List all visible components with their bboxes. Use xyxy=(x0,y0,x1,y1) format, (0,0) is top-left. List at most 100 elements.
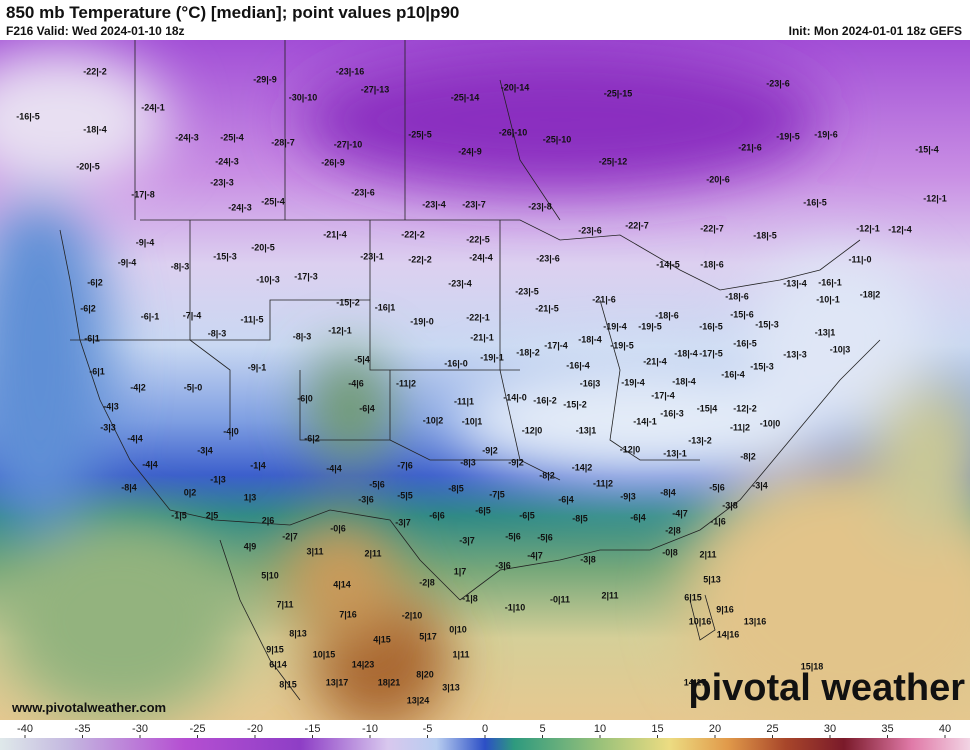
point-value: -13|1 xyxy=(576,425,597,435)
point-value: -15|-4 xyxy=(915,144,939,154)
point-value: -23|-6 xyxy=(536,253,560,263)
point-value: -3|6 xyxy=(495,560,511,570)
point-value: 1|7 xyxy=(454,566,467,576)
point-value: -6|2 xyxy=(87,277,103,287)
title: 850 mb Temperature (°C) [median]; point … xyxy=(6,3,460,22)
colorbar-tick-label: -30 xyxy=(132,723,148,735)
point-value: -21|-4 xyxy=(323,229,347,239)
point-value: -16|-2 xyxy=(533,395,557,405)
point-value: -1|5 xyxy=(171,510,187,520)
point-value: -3|4 xyxy=(752,480,768,490)
point-value: -1|3 xyxy=(210,474,226,484)
point-value: 9|15 xyxy=(266,644,284,654)
point-value: -22|-1 xyxy=(466,312,490,322)
point-value: -13|-2 xyxy=(688,435,712,445)
point-value: -2|8 xyxy=(419,577,435,587)
point-value: -23|-16 xyxy=(336,66,365,76)
point-value: -13|1 xyxy=(815,327,836,337)
point-value: -25|-4 xyxy=(261,196,285,206)
point-value: -4|4 xyxy=(127,433,143,443)
point-value: -8|-3 xyxy=(208,328,227,338)
point-value: -0|6 xyxy=(330,523,346,533)
point-value: 8|20 xyxy=(416,669,434,679)
point-value: 4|14 xyxy=(333,579,351,589)
point-value: -18|-6 xyxy=(725,291,749,301)
point-value: -19|-0 xyxy=(410,316,434,326)
point-value: -25|-14 xyxy=(451,92,480,102)
point-value: -18|-6 xyxy=(700,259,724,269)
point-value: -5|4 xyxy=(354,354,370,364)
point-value: 8|15 xyxy=(279,679,297,689)
point-value: -5|6 xyxy=(505,531,521,541)
point-value: -1|10 xyxy=(505,602,526,612)
point-value: -16|-3 xyxy=(660,408,684,418)
point-value: -12|-1 xyxy=(923,193,947,203)
colorbar-tick-label: 25 xyxy=(766,723,778,735)
border xyxy=(499,79,561,221)
point-value: -23|-4 xyxy=(448,278,472,288)
border xyxy=(599,299,700,461)
point-value: -16|-1 xyxy=(818,277,842,287)
point-value: -25|-15 xyxy=(604,88,633,98)
point-value: -19|-6 xyxy=(814,129,838,139)
point-value: -5|6 xyxy=(369,479,385,489)
border xyxy=(70,299,520,371)
point-value: -6|0 xyxy=(297,393,313,403)
point-value: -5|5 xyxy=(397,490,413,500)
point-value: -23|-1 xyxy=(360,251,384,261)
point-value: 3|11 xyxy=(306,546,323,556)
point-value: -16|-5 xyxy=(803,197,827,207)
colorbar-strip xyxy=(0,738,970,750)
border xyxy=(299,370,391,441)
point-value: -22|-7 xyxy=(700,223,724,233)
point-value: -24|-9 xyxy=(458,146,482,156)
point-value: -12|-1 xyxy=(328,325,352,335)
point-value: -21|-6 xyxy=(738,142,762,152)
point-value: -22|-7 xyxy=(625,220,649,230)
point-value: -6|1 xyxy=(89,366,105,376)
point-value: 2|11 xyxy=(601,590,618,600)
point-value: -8|2 xyxy=(539,470,555,480)
temperature-field xyxy=(0,50,970,720)
point-value: -24|-4 xyxy=(469,252,493,262)
point-value: 15|18 xyxy=(801,661,824,671)
point-value: -29|-9 xyxy=(253,74,277,84)
point-value: -4|3 xyxy=(103,401,119,411)
point-value: -5|6 xyxy=(537,532,553,542)
point-value: -23|-6 xyxy=(351,187,375,197)
point-value: -19|-5 xyxy=(610,340,634,350)
point-value: 2|6 xyxy=(262,515,275,525)
point-value: -21|-1 xyxy=(470,332,494,342)
point-value: -10|3 xyxy=(830,344,851,354)
point-value: -6|6 xyxy=(429,510,445,520)
point-value: -9|-4 xyxy=(136,237,155,247)
point-value: -15|-2 xyxy=(563,399,587,409)
point-value: -0|8 xyxy=(662,547,678,557)
point-value: -8|-3 xyxy=(293,331,312,341)
point-value: -24|-1 xyxy=(141,102,165,112)
point-value: -7|6 xyxy=(397,460,413,470)
border xyxy=(389,439,520,461)
colorbar-tick-label: -40 xyxy=(17,723,33,735)
colorbar-tick-label: -5 xyxy=(423,723,433,735)
point-value: -23|-3 xyxy=(210,177,234,187)
point-value: -17|-4 xyxy=(544,340,568,350)
point-value: -25|-12 xyxy=(599,156,628,166)
point-value: 4|9 xyxy=(244,541,257,551)
point-value: -4|0 xyxy=(223,426,239,436)
valid-time: F216 Valid: Wed 2024-01-10 18z xyxy=(6,24,185,38)
point-value: -25|-5 xyxy=(408,129,432,139)
point-value: -20|-5 xyxy=(76,161,100,171)
colorbar-tick-label: -20 xyxy=(247,723,263,735)
border xyxy=(499,220,561,481)
point-value: -23|-5 xyxy=(515,286,539,296)
point-value: -18|-2 xyxy=(516,347,540,357)
point-value: -0|11 xyxy=(550,594,570,604)
point-value: -11|2 xyxy=(396,378,416,388)
point-value: -9|-1 xyxy=(248,362,267,372)
point-value: 1|11 xyxy=(452,649,469,659)
point-value: -8|4 xyxy=(660,487,676,497)
point-value: -3|8 xyxy=(722,500,738,510)
point-value: -12|-2 xyxy=(733,403,757,413)
point-value: -10|-3 xyxy=(256,274,280,284)
